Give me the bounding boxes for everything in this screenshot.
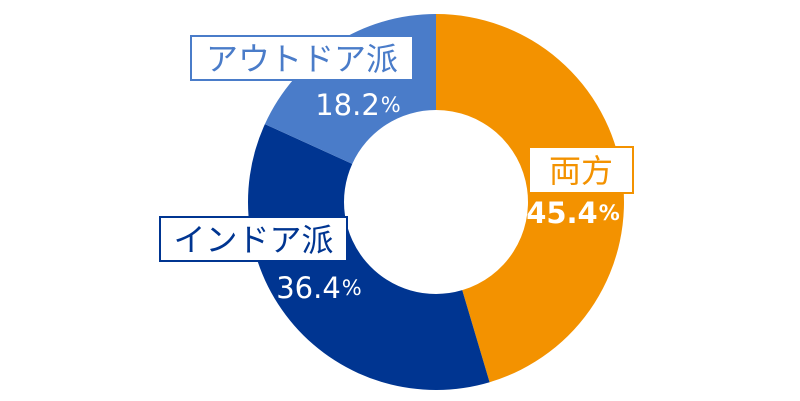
value-number: 18.2: [315, 88, 380, 122]
value-number: 45.4: [526, 196, 598, 230]
category-label-1: 両方: [528, 146, 634, 194]
value-label-3: 18.2%: [315, 88, 401, 122]
value-percent-sign: %: [381, 93, 401, 117]
value-percent-sign: %: [599, 201, 620, 225]
value-number: 36.4: [276, 271, 341, 305]
slice-1: [436, 14, 624, 383]
category-label-box: [528, 146, 634, 194]
slice-2: [248, 124, 490, 390]
value-percent-sign: %: [342, 276, 362, 300]
category-label-box: [190, 35, 414, 81]
category-label-2: インドア派: [159, 216, 348, 262]
category-label-text: 両方: [549, 152, 613, 190]
value-label-1: 45.4%: [526, 196, 620, 230]
value-label-2: 36.4%: [276, 271, 362, 305]
category-label-box: [159, 216, 348, 262]
category-label-text: インドア派: [173, 221, 333, 259]
category-label-text: アウトドア派: [206, 40, 398, 78]
category-label-3: アウトドア派: [190, 35, 414, 81]
donut-labels: 両方 45.4% インドア派 36.4% アウトドア派 18.2%: [159, 35, 634, 305]
